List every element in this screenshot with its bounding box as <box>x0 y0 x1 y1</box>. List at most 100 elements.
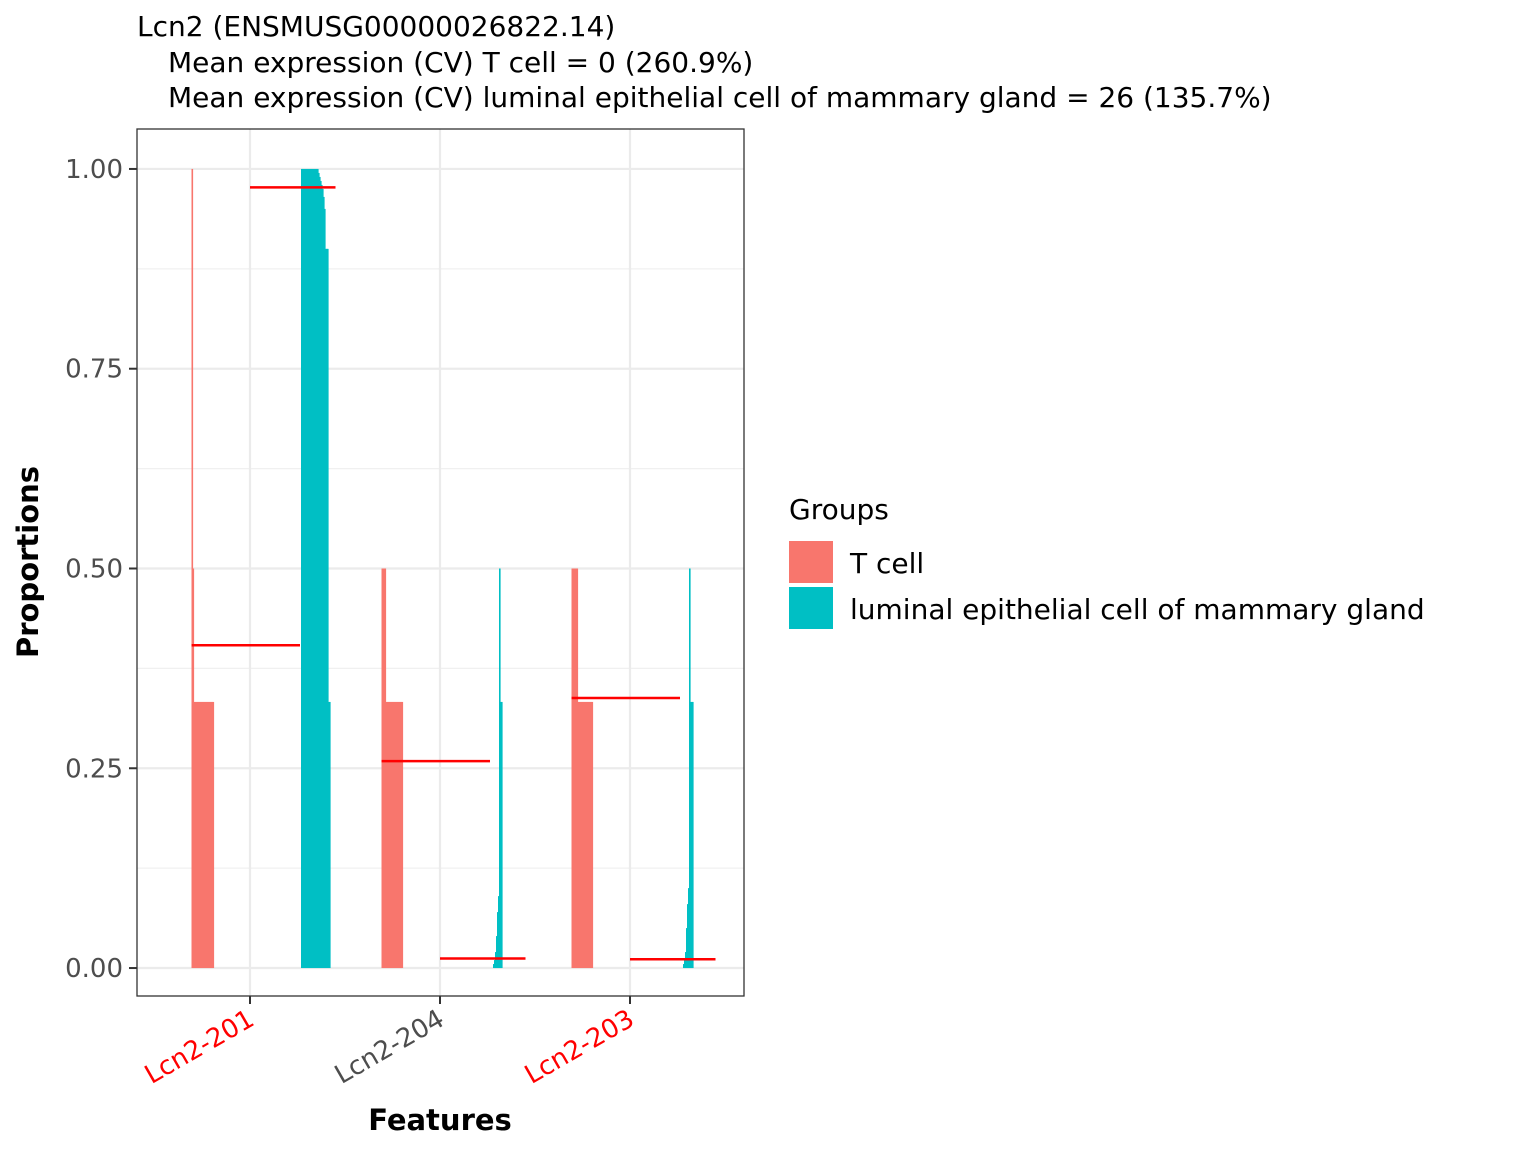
legend-label-tcell: T cell <box>849 547 924 580</box>
bar <box>389 701 392 969</box>
bar <box>385 701 388 969</box>
bar <box>209 701 212 969</box>
mean-lines-layer <box>191 186 716 961</box>
bar <box>577 701 580 969</box>
bar <box>493 964 495 969</box>
bar <box>321 184 323 969</box>
legend-key-tcell <box>789 541 833 583</box>
bar <box>305 168 307 969</box>
bar <box>584 701 587 969</box>
bar <box>198 701 201 969</box>
x-axis: Lcn2-201 Lcn2-204 Lcn2-203 <box>140 996 640 1090</box>
bar <box>394 701 397 969</box>
bar <box>316 168 318 969</box>
title-line-gene: Lcn2 (ENSMUSG00000026822.14) <box>137 10 615 43</box>
bar <box>191 168 194 969</box>
bar <box>302 168 304 969</box>
bar <box>587 701 590 969</box>
bar <box>304 168 306 969</box>
bar <box>308 168 310 969</box>
bar <box>318 172 320 969</box>
bar <box>683 964 685 969</box>
bar <box>496 936 498 969</box>
bar <box>396 701 399 969</box>
bar <box>328 701 330 969</box>
bar <box>324 208 326 969</box>
bar <box>397 701 400 969</box>
grid-major <box>137 129 744 996</box>
bar <box>319 176 321 969</box>
bar <box>311 168 313 969</box>
x-tick-label: Lcn2-201 <box>140 1004 260 1090</box>
x-tick-label: Lcn2-204 <box>330 1004 450 1090</box>
bars-layer <box>191 168 694 969</box>
bar <box>301 168 303 969</box>
bar <box>688 888 690 969</box>
bar <box>205 701 208 969</box>
bar <box>315 168 317 969</box>
bar <box>579 701 582 969</box>
bar <box>583 701 586 969</box>
bar <box>309 168 311 969</box>
bar <box>589 701 592 969</box>
y-tick-label: 0.75 <box>65 355 123 385</box>
bar <box>212 701 215 969</box>
x-tick-label: Lcn2-203 <box>520 1004 640 1090</box>
bar <box>573 568 576 969</box>
bar <box>314 168 316 969</box>
bar <box>327 248 329 969</box>
bar <box>320 180 322 969</box>
bar <box>582 701 585 969</box>
y-tick-label: 1.00 <box>65 155 123 185</box>
bar <box>206 701 209 969</box>
bar <box>317 168 319 969</box>
bar <box>687 904 689 969</box>
bar <box>381 568 384 969</box>
bar <box>207 701 210 969</box>
bar <box>313 168 315 969</box>
bar <box>393 701 396 969</box>
bar <box>208 701 211 969</box>
bar <box>195 701 198 969</box>
bar <box>199 701 202 969</box>
bar <box>591 701 594 969</box>
bar <box>391 701 394 969</box>
bar <box>398 701 401 969</box>
bar <box>384 568 387 969</box>
bar <box>686 928 688 969</box>
bar <box>399 701 402 969</box>
x-axis-title: Features <box>368 1103 512 1137</box>
bar <box>498 896 500 969</box>
bar <box>307 168 309 969</box>
legend-label-luminal: luminal epithelial cell of mammary gland <box>850 593 1425 626</box>
bar <box>494 960 496 969</box>
legend-key-luminal <box>789 587 833 629</box>
bar <box>325 248 327 969</box>
bar <box>322 188 324 969</box>
bar <box>576 568 579 969</box>
bar <box>586 701 589 969</box>
bar <box>386 701 389 969</box>
bar <box>382 568 385 969</box>
bar <box>201 701 204 969</box>
bar <box>211 701 214 969</box>
bar <box>326 248 328 969</box>
bar <box>329 701 331 969</box>
y-tick-label: 0.00 <box>65 954 123 984</box>
bar <box>204 701 207 969</box>
bar <box>578 701 581 969</box>
bar <box>689 568 691 969</box>
bar <box>590 701 593 969</box>
legend: Groups T cell luminal epithelial cell of… <box>789 493 1425 629</box>
bar <box>388 701 391 969</box>
bar <box>692 701 694 969</box>
bar <box>572 568 575 969</box>
title-line-tcell-mean: Mean expression (CV) T cell = 0 (260.9%) <box>168 46 753 79</box>
bar <box>303 168 305 969</box>
bar <box>395 701 398 969</box>
bar <box>400 701 403 969</box>
bar <box>499 568 501 969</box>
bar <box>192 568 195 969</box>
bar <box>575 568 578 969</box>
